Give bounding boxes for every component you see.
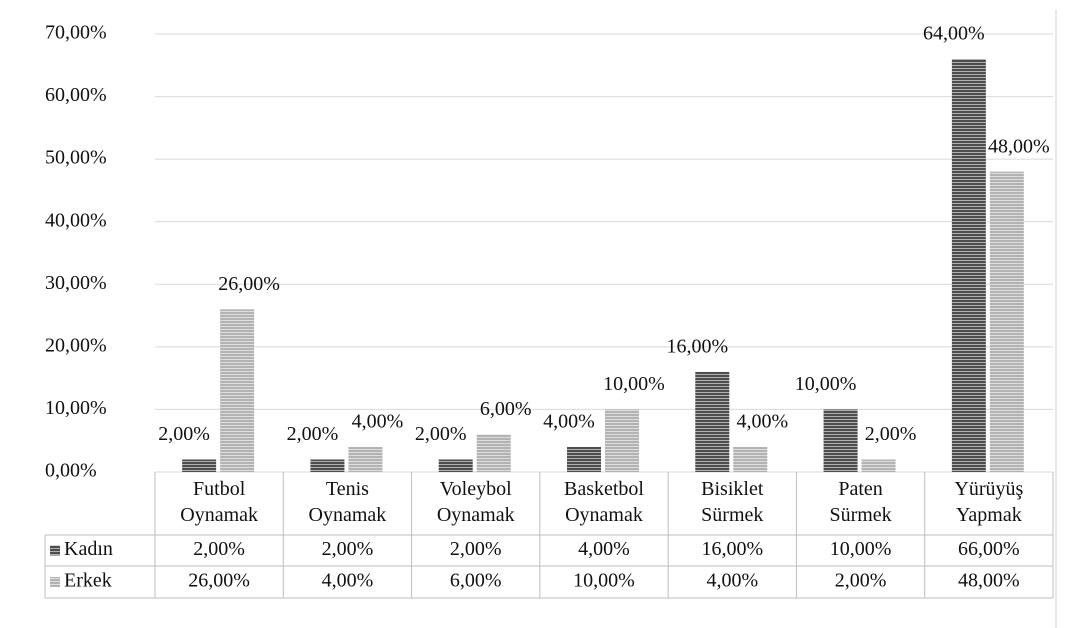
table-cell: 2,00% bbox=[193, 538, 245, 560]
y-tick-label: 70,00% bbox=[45, 22, 107, 44]
data-label: 4,00% bbox=[352, 411, 404, 433]
data-label: 6,00% bbox=[480, 398, 532, 420]
bar bbox=[605, 409, 639, 472]
category-word: Sürmek bbox=[701, 504, 763, 526]
table-cell: 10,00% bbox=[573, 570, 635, 592]
bar bbox=[438, 459, 473, 472]
bar bbox=[733, 446, 768, 472]
category-label: Futbol Oynamak bbox=[180, 478, 258, 526]
data-label: 16,00% bbox=[666, 335, 728, 357]
table-cell: 4,00% bbox=[706, 570, 758, 592]
table-cell: 26,00% bbox=[188, 570, 250, 592]
y-tick-label: 50,00% bbox=[45, 147, 107, 169]
category-word: Bisiklet bbox=[701, 478, 764, 500]
category-word: Voleybol bbox=[440, 478, 512, 500]
category-label: Yürüyüş Yapmak bbox=[954, 478, 1023, 526]
category-word: Oynamak bbox=[309, 504, 387, 526]
table-cell: 2,00% bbox=[835, 570, 887, 592]
bar bbox=[348, 446, 383, 472]
table-cell: 6,00% bbox=[450, 570, 502, 592]
category-word: Yapmak bbox=[956, 504, 1022, 526]
bar bbox=[989, 171, 1024, 472]
category-word: Sürmek bbox=[829, 504, 891, 526]
y-tick-label: 20,00% bbox=[45, 334, 107, 356]
table-cell: 2,00% bbox=[322, 538, 374, 560]
legend-label: Erkek bbox=[64, 570, 112, 592]
bar bbox=[951, 59, 986, 473]
category-word: Basketbol bbox=[564, 478, 644, 500]
category-label: Basketbol Oynamak bbox=[564, 478, 644, 526]
table-cell: 16,00% bbox=[701, 538, 763, 560]
data-label: 64,00% bbox=[923, 23, 985, 45]
table-cell: 66,00% bbox=[958, 538, 1020, 560]
legend-label: Kadın bbox=[64, 538, 113, 560]
data-label: 2,00% bbox=[865, 423, 917, 445]
y-tick-label: 60,00% bbox=[45, 84, 107, 106]
table-cell: 4,00% bbox=[578, 538, 630, 560]
bar bbox=[310, 459, 345, 472]
data-label: 4,00% bbox=[543, 411, 595, 433]
category-word: Paten bbox=[838, 478, 882, 500]
category-label: Paten Sürmek bbox=[829, 478, 891, 526]
bar bbox=[476, 434, 511, 472]
bar bbox=[695, 371, 730, 472]
legend-swatch bbox=[50, 545, 60, 556]
table-cell: 48,00% bbox=[958, 570, 1020, 592]
bar bbox=[823, 409, 858, 472]
category-label: Bisiklet Sürmek bbox=[701, 478, 764, 526]
data-label: 48,00% bbox=[988, 135, 1050, 157]
category-word: Futbol bbox=[193, 478, 246, 500]
bar bbox=[567, 446, 601, 472]
y-tick-label: 40,00% bbox=[45, 209, 107, 231]
table-cell: 10,00% bbox=[830, 538, 892, 560]
bar bbox=[220, 309, 255, 472]
table-cell: 2,00% bbox=[450, 538, 502, 560]
bar bbox=[182, 459, 217, 472]
data-label: 2,00% bbox=[415, 423, 467, 445]
category-word: Tenis bbox=[326, 478, 369, 500]
category-word: Oynamak bbox=[565, 504, 643, 526]
data-label: 10,00% bbox=[603, 373, 665, 395]
y-tick-label: 10,00% bbox=[45, 397, 107, 419]
data-label: 10,00% bbox=[795, 373, 857, 395]
category-word: Yürüyüş bbox=[954, 478, 1023, 500]
category-word: Oynamak bbox=[180, 504, 258, 526]
category-label: Tenis Oynamak bbox=[309, 478, 387, 526]
data-label: 2,00% bbox=[158, 423, 210, 445]
table-cell: 4,00% bbox=[322, 570, 374, 592]
data-label: 26,00% bbox=[218, 273, 280, 295]
bar bbox=[861, 459, 896, 472]
data-label: 2,00% bbox=[287, 423, 339, 445]
category-word: Oynamak bbox=[437, 504, 515, 526]
data-label: 4,00% bbox=[736, 411, 788, 433]
y-tick-label: 30,00% bbox=[45, 272, 107, 294]
y-tick-label: 0,00% bbox=[45, 460, 97, 482]
category-label: Voleybol Oynamak bbox=[437, 478, 515, 526]
legend-swatch bbox=[50, 577, 60, 587]
